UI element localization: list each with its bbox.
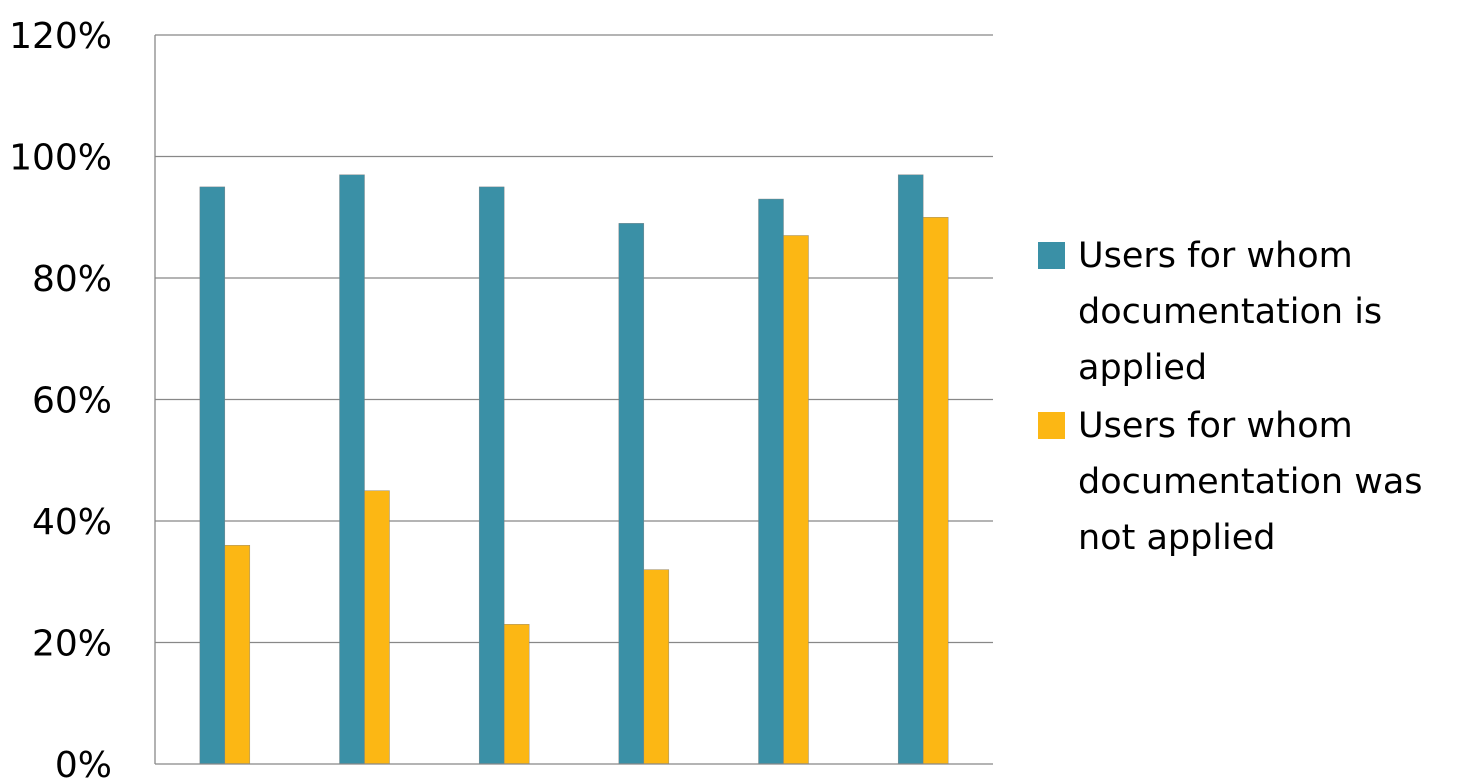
y-tick-labels: 0% 20% 40% 60% 80% 100% 120% <box>9 16 112 782</box>
legend-item-series-2: Users for whom documentation was not app… <box>1038 398 1453 566</box>
bar-series-1-cat-3 <box>478 186 505 765</box>
axes <box>154 35 993 765</box>
y-tick-label-4: 80% <box>32 259 112 300</box>
y-tick-label-5: 100% <box>9 138 112 179</box>
y-tick-label-6: 120% <box>9 16 112 57</box>
bars <box>199 174 949 765</box>
bar-series-2-cat-2 <box>364 490 390 765</box>
y-tick-label-3: 60% <box>32 381 112 422</box>
y-tick-label-0: 0% <box>55 745 112 782</box>
legend-swatch-series-2 <box>1038 412 1065 439</box>
y-tick-label-1: 20% <box>32 624 112 665</box>
bar-series-1-cat-2 <box>339 174 365 765</box>
bar-series-2-cat-1 <box>224 545 251 765</box>
bar-series-1-cat-1 <box>199 186 226 765</box>
bar-series-1-cat-6 <box>897 174 924 765</box>
legend-label-series-1: Users for whom documentation is applied <box>1078 236 1383 388</box>
bar-series-1-cat-5 <box>758 198 784 765</box>
legend-swatch-series-1 <box>1038 242 1065 269</box>
bar-series-2-cat-5 <box>783 235 809 765</box>
legend-item-series-1: Users for whom documentation is applied <box>1038 228 1453 396</box>
bar-series-1-cat-4 <box>618 223 645 765</box>
bar-series-2-cat-4 <box>643 569 670 765</box>
legend-label-series-2: Users for whom documentation was not app… <box>1078 406 1423 558</box>
legend: Users for whom documentation is applied … <box>1038 228 1453 568</box>
gridlines <box>155 34 993 644</box>
bar-series-2-cat-6 <box>922 217 949 765</box>
y-tick-label-2: 40% <box>32 502 112 543</box>
bar-series-2-cat-3 <box>503 624 530 765</box>
